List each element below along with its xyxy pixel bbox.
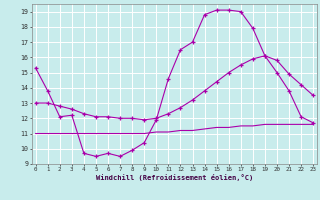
- X-axis label: Windchill (Refroidissement éolien,°C): Windchill (Refroidissement éolien,°C): [96, 174, 253, 181]
